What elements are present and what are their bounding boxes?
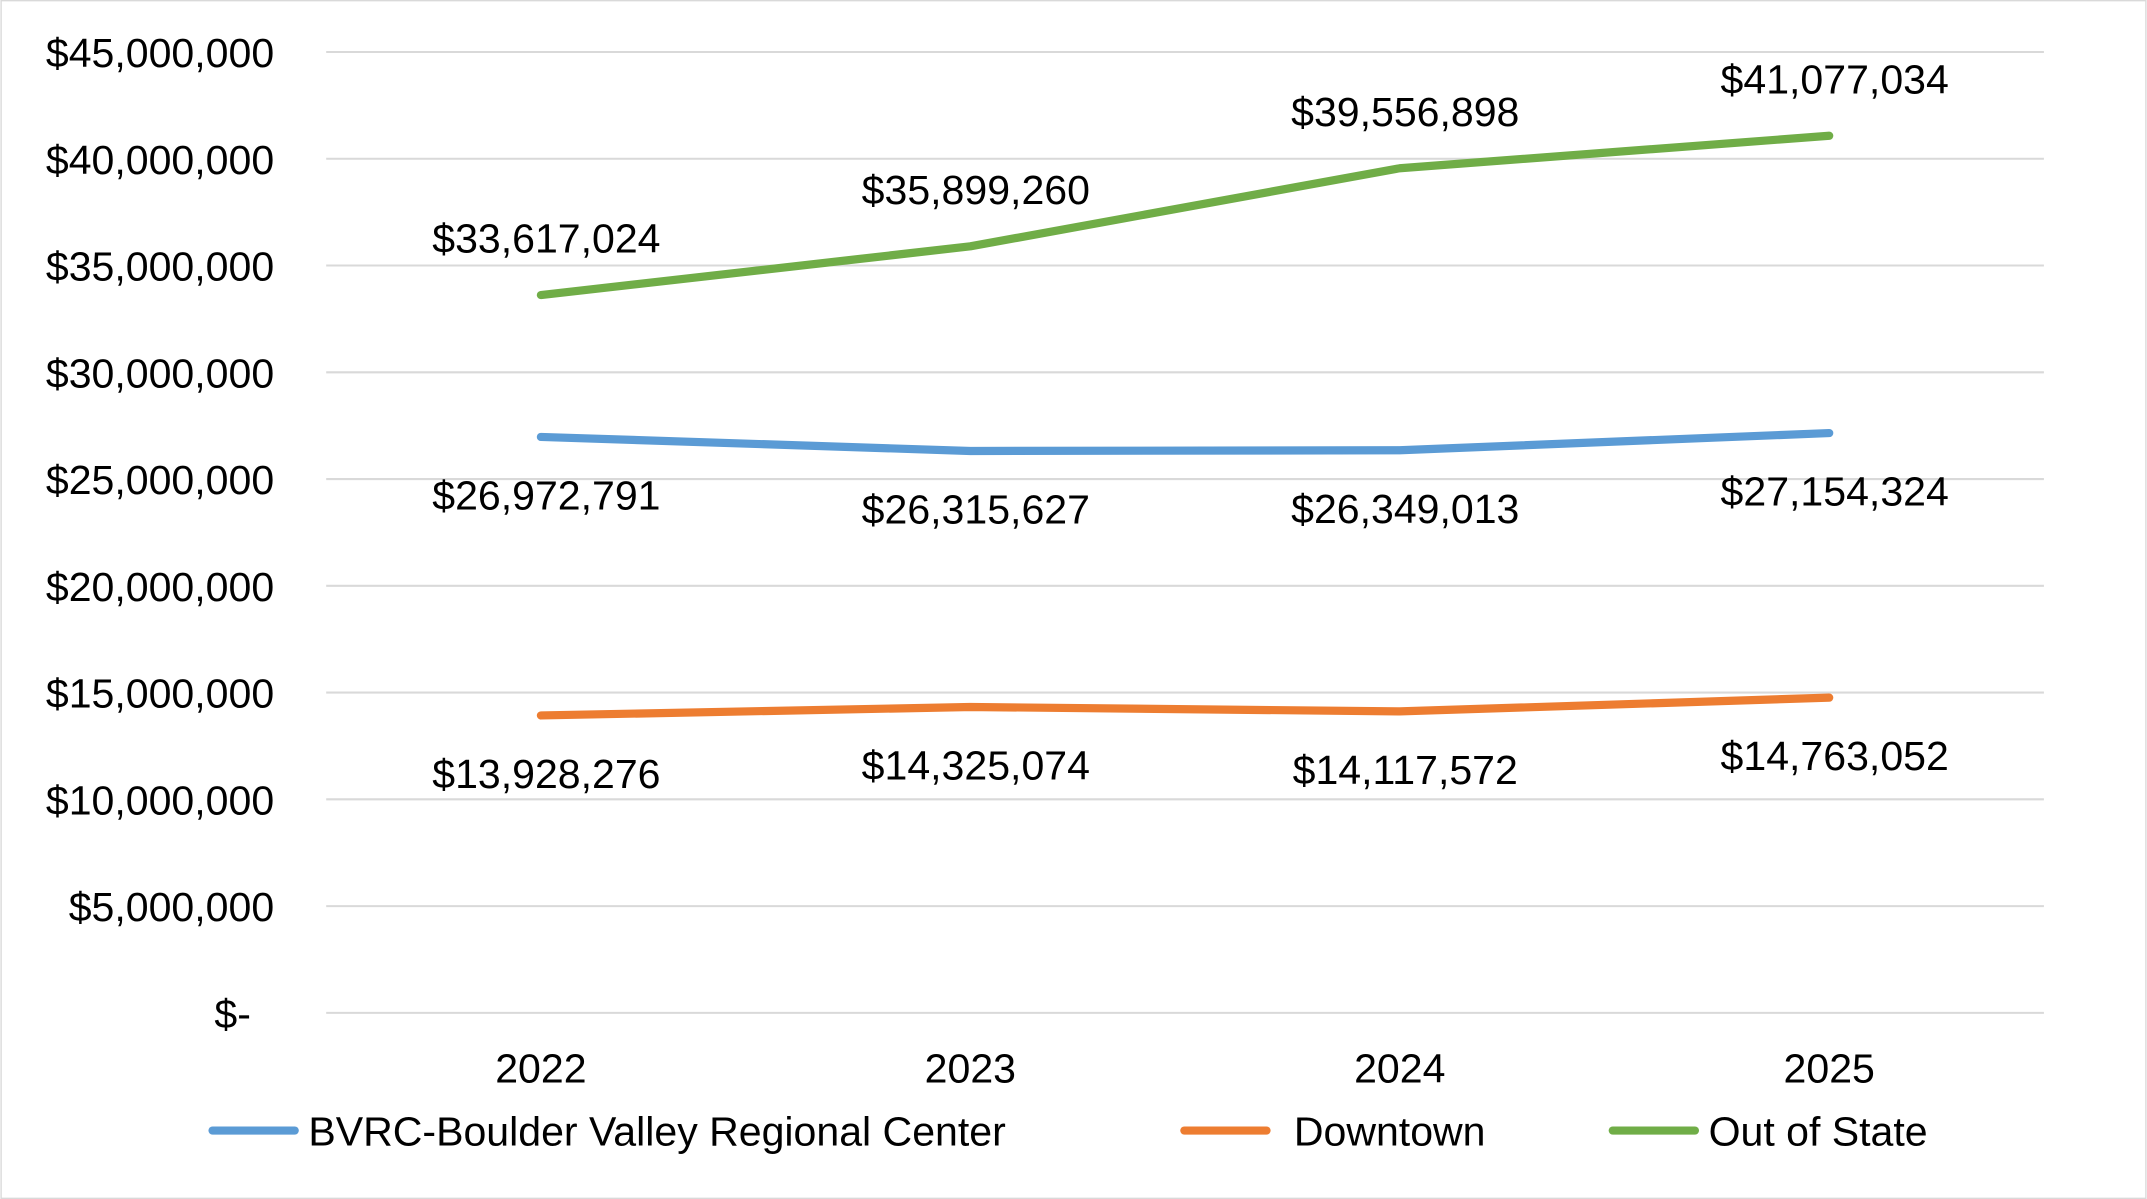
- legend-label: Downtown: [1294, 1109, 1486, 1155]
- data-label: $41,077,034: [1721, 56, 1949, 102]
- data-label: $14,325,074: [862, 743, 1090, 789]
- data-label: $26,315,627: [862, 487, 1090, 533]
- legend-item: Downtown: [1180, 1109, 1486, 1155]
- legend-label: Out of State: [1709, 1109, 1928, 1155]
- y-tick-label: $-: [214, 991, 251, 1037]
- x-tick-label: 2024: [1354, 1046, 1445, 1092]
- y-tick-label: $40,000,000: [46, 137, 274, 183]
- data-label: $33,617,024: [432, 216, 660, 262]
- data-label: $14,763,052: [1721, 733, 1949, 779]
- y-tick-label: $15,000,000: [46, 671, 274, 717]
- data-label: $26,972,791: [432, 472, 660, 518]
- y-tick-label: $25,000,000: [46, 457, 274, 503]
- series-line-1: [536, 693, 1834, 720]
- x-tick-label: 2022: [495, 1046, 586, 1092]
- legend-item: BVRC-Boulder Valley Regional Center: [208, 1109, 1006, 1155]
- data-label: $27,154,324: [1721, 469, 1949, 515]
- data-label: $26,349,013: [1291, 486, 1519, 532]
- y-tick-label: $5,000,000: [69, 884, 274, 930]
- data-label: $35,899,260: [862, 167, 1090, 213]
- series-line-0: [536, 428, 1834, 456]
- x-tick-label: 2023: [925, 1046, 1016, 1092]
- data-label: $13,928,276: [432, 751, 660, 797]
- x-tick-label: 2025: [1784, 1046, 1875, 1092]
- y-tick-label: $30,000,000: [46, 350, 274, 396]
- y-tick-label: $35,000,000: [46, 244, 274, 290]
- data-label: $14,117,572: [1293, 747, 1518, 793]
- y-tick-label: $20,000,000: [46, 564, 274, 610]
- legend-label: BVRC-Boulder Valley Regional Center: [308, 1109, 1005, 1155]
- data-label: $39,556,898: [1291, 89, 1519, 135]
- y-tick-label: $10,000,000: [46, 777, 274, 823]
- y-tick-label: $45,000,000: [46, 30, 274, 76]
- series-line-2: [536, 131, 1834, 300]
- legend-item: Out of State: [1608, 1109, 1928, 1155]
